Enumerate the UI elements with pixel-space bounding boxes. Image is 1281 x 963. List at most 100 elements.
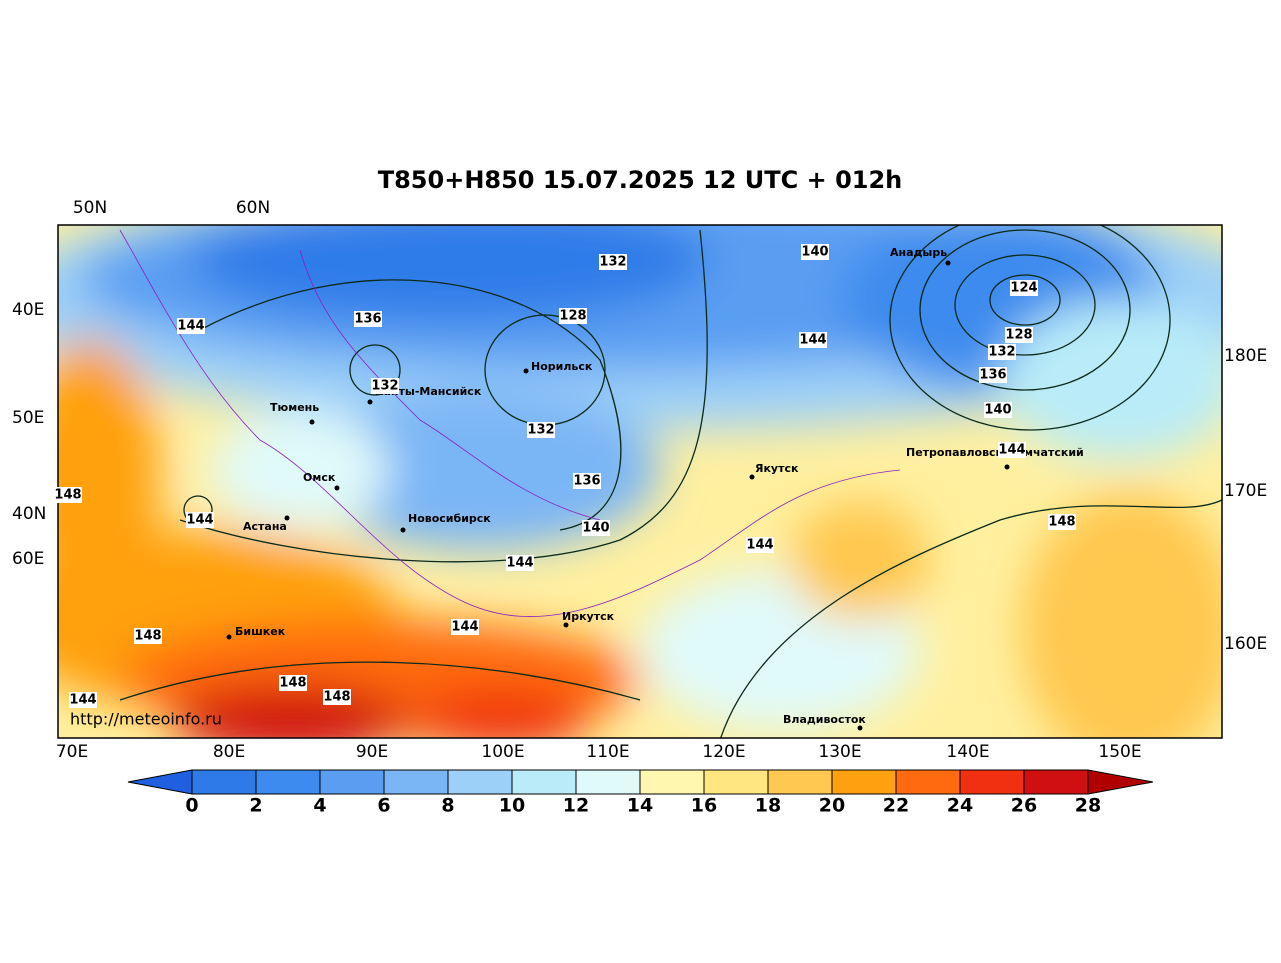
watermark: http://meteoinfo.ru: [70, 710, 222, 729]
colorbar-under: [127, 769, 193, 795]
contour-label: 144: [186, 513, 213, 528]
colorbar-tick-label: 4: [313, 795, 326, 817]
colorbar-box: [511, 769, 577, 795]
colorbar-box: [831, 769, 897, 795]
colorbar-tick-label: 22: [883, 795, 909, 817]
contour-label: 148: [134, 629, 161, 644]
lon-label: 120E: [702, 742, 745, 762]
colorbar-tick-label: 2: [249, 795, 262, 817]
temperature-field: [58, 225, 1222, 738]
contour-label: 144: [177, 319, 204, 334]
lon-label: 80E: [213, 742, 245, 762]
lon-label: 150E: [1098, 742, 1141, 762]
contour-label-bg: [599, 254, 627, 270]
colorbar-box: [191, 769, 257, 795]
city-dot: [226, 634, 232, 640]
colorbar-box: [255, 769, 321, 795]
colorbar-box: [767, 769, 833, 795]
city-label: Омск: [303, 471, 336, 484]
contour-label: 144: [69, 693, 96, 708]
contour-label-bg: [279, 675, 307, 691]
contour-label: 140: [984, 403, 1011, 418]
lon-label: 110E: [586, 742, 629, 762]
contour-label-bg: [54, 487, 82, 503]
colorbar-tick-label: 14: [627, 795, 653, 817]
city-label: Иркутск: [562, 610, 615, 623]
contour-label-bg: [134, 628, 162, 644]
contour-label-bg: [984, 402, 1012, 418]
city-label: Астана: [243, 520, 287, 533]
lon-label: 170E: [1224, 481, 1267, 501]
city-label: Ханты-Мансийск: [375, 385, 482, 398]
lon-label: 90E: [356, 742, 388, 762]
lon-label: 140E: [946, 742, 989, 762]
colorbar-box: [639, 769, 705, 795]
city-dot: [334, 485, 340, 491]
contour-label-bg: [451, 619, 479, 635]
contour-label: 144: [799, 333, 826, 348]
contour-label: 148: [323, 690, 350, 705]
city-label: Якутск: [755, 462, 799, 475]
contour-label: 144: [998, 443, 1025, 458]
contour-label-bg: [746, 537, 774, 553]
contour-label: 136: [354, 312, 381, 327]
colorbar-tick-label: 26: [1011, 795, 1037, 817]
colorbar-box: [575, 769, 641, 795]
city-label: Владивосток: [783, 713, 866, 726]
contour-label: 132: [371, 379, 398, 394]
city-dot: [945, 260, 951, 266]
city-dot: [1004, 464, 1010, 470]
city-label: Новосибирск: [408, 512, 491, 525]
colorbar-tick-label: 10: [499, 795, 525, 817]
contour-label: 144: [746, 538, 773, 553]
city-dot: [523, 368, 529, 374]
colorbar-box: [895, 769, 961, 795]
contour-label: 140: [582, 521, 609, 536]
colorbar-box: [959, 769, 1025, 795]
city-label: Тюмень: [270, 401, 319, 414]
contour-label-bg: [323, 689, 351, 705]
edge-label: 60E: [12, 549, 44, 569]
city-label: Бишкек: [235, 625, 286, 638]
colorbar-tick-label: 12: [563, 795, 589, 817]
city-label: Петропавловск-Камчатский: [906, 446, 1084, 459]
contour-label: 136: [573, 474, 600, 489]
colorbar-tick-label: 18: [755, 795, 781, 817]
contour-label: 148: [54, 488, 81, 503]
city-label: Анадырь: [890, 246, 947, 259]
edge-label: 40E: [12, 300, 44, 320]
colorbar-box: [703, 769, 769, 795]
contour-label: 132: [599, 255, 626, 270]
edge-label: 40N: [12, 504, 46, 524]
contour-label-bg: [1005, 327, 1033, 343]
contour-label-bg: [69, 692, 97, 708]
city-dot: [563, 622, 569, 628]
colorbar-tick-label: 20: [819, 795, 845, 817]
contour-label-bg: [1048, 514, 1076, 530]
contour-label-bg: [527, 422, 555, 438]
contour-label-bg: [506, 555, 534, 571]
colorbar-box: [1023, 769, 1089, 795]
city-dot: [284, 515, 290, 521]
contour-label: 128: [1005, 328, 1032, 343]
map-title: T850+H850 15.07.2025 12 UTC + 012h: [378, 166, 903, 194]
lon-label: 70E: [56, 742, 88, 762]
contour-label-bg: [801, 244, 829, 260]
contour-label: 132: [988, 345, 1015, 360]
colorbar-tick-label: 6: [377, 795, 390, 817]
colorbar-tick-label: 0: [185, 795, 198, 817]
contour-label: 124: [1010, 281, 1037, 296]
colorbar-box: [383, 769, 449, 795]
contour-label-bg: [799, 332, 827, 348]
contour-label: 132: [527, 423, 554, 438]
contour-label: 128: [559, 309, 586, 324]
contour-label-bg: [371, 378, 399, 394]
colorbar-over: [1087, 769, 1154, 795]
contour-label-bg: [177, 318, 205, 334]
lon-label: 180E: [1224, 346, 1267, 366]
contour-label-bg: [998, 442, 1026, 458]
contour-label: 136: [979, 368, 1006, 383]
contour-label: 144: [451, 620, 478, 635]
lon-label: 100E: [481, 742, 524, 762]
contour-label-bg: [186, 512, 214, 528]
